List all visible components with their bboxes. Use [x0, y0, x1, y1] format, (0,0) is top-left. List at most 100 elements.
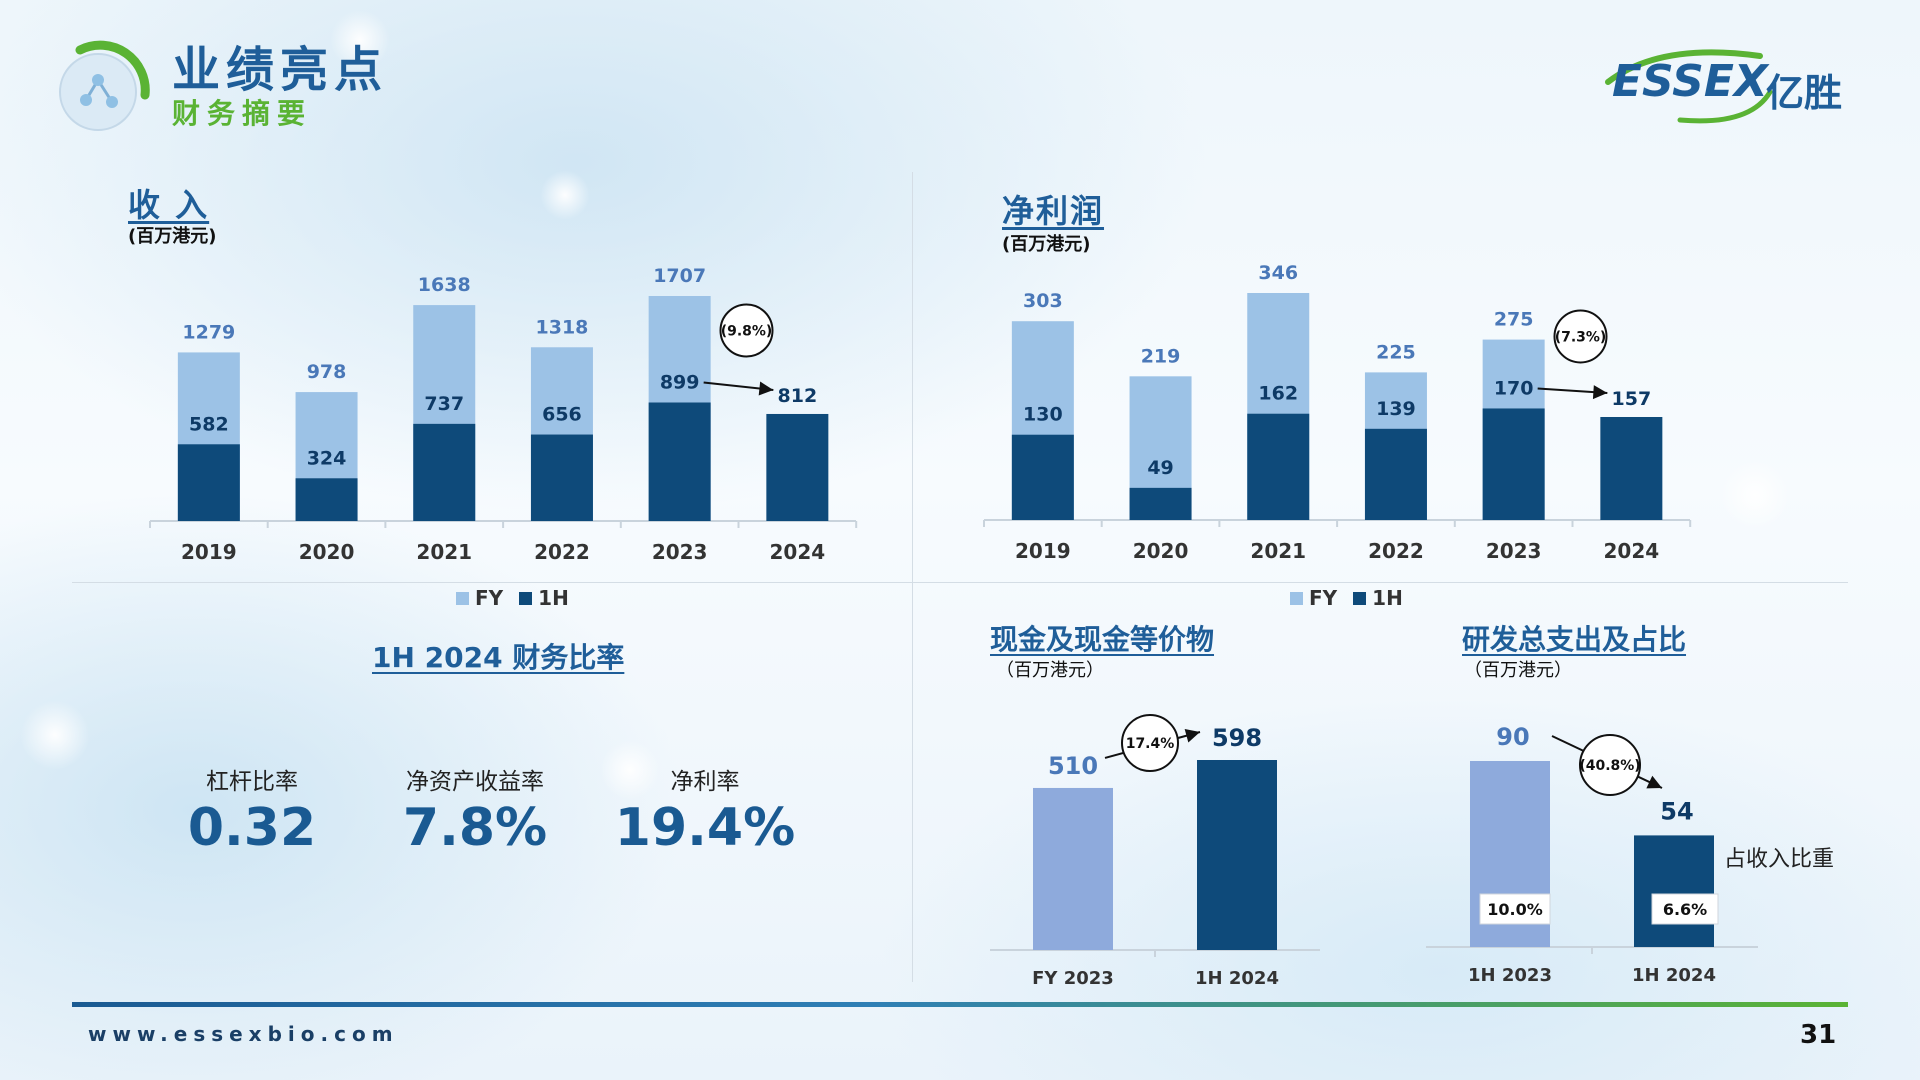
change-label: (9.8%) [721, 324, 773, 340]
legend-1h-label: 1H [538, 586, 569, 610]
bar-1h [1247, 413, 1310, 520]
data-label-1h: 812 [778, 385, 818, 407]
change-arrow-head [1592, 385, 1608, 400]
data-label: 598 [1212, 724, 1262, 752]
ratio-value-leverage: 0.32 [187, 798, 317, 858]
change-arrow-head [1646, 775, 1662, 789]
ratio-label: 6.6% [1663, 900, 1707, 919]
data-label-1h: 157 [1612, 388, 1652, 410]
data-label-1h: 170 [1494, 377, 1534, 399]
data-label-1h: 899 [660, 372, 700, 394]
x-tick-label: 1H 2023 [1468, 965, 1552, 986]
x-tick-label: 1H 2024 [1632, 965, 1716, 986]
change-label-circle [1121, 714, 1179, 772]
data-label-fy: 275 [1494, 309, 1534, 331]
net-profit-legend: FY 1H [1290, 586, 1403, 610]
x-tick-label: 2024 [770, 540, 826, 564]
revenue-legend: FY 1H [456, 586, 569, 610]
bar-1h [177, 444, 240, 521]
bar-1h [1600, 416, 1663, 520]
cash-chart: 510 FY 2023 598 1H 2024 17.4% [990, 714, 1320, 989]
x-tick-label: FY 2023 [1032, 968, 1114, 989]
x-tick-label: 2022 [1368, 539, 1424, 563]
x-tick-label: 2021 [416, 540, 472, 564]
legend-fy-label: FY [1309, 586, 1338, 610]
bar-1h [530, 434, 593, 521]
bar-1h [1129, 487, 1192, 520]
revenue-title: 收 入 [128, 186, 210, 224]
x-tick-label: 2019 [1015, 539, 1071, 563]
bar-1h [766, 413, 829, 521]
data-label-fy: 1638 [418, 274, 471, 296]
data-label-fy: 346 [1258, 262, 1298, 284]
bar [1634, 835, 1714, 947]
revenue-unit: (百万港元) [128, 226, 217, 247]
x-tick-label: 2019 [181, 540, 237, 564]
bar-1h [295, 478, 358, 521]
header-molecule-icon [50, 40, 150, 140]
x-tick-label: 2021 [1250, 539, 1306, 563]
x-tick-label: 2023 [652, 540, 708, 564]
revenue-chart: 1279 582 2019 978 324 2020 1638 737 2021 1318 656 2… [149, 265, 858, 564]
ratio-caption: 占收入比重 [1724, 847, 1834, 872]
ratio-label-roe: 净资产收益率 [406, 769, 544, 795]
middle-divider [72, 582, 1848, 583]
legend-1h-swatch [519, 591, 533, 605]
data-label-1h: 130 [1023, 404, 1063, 426]
data-label-1h: 582 [189, 413, 229, 435]
legend-1h-label: 1H [1372, 586, 1403, 610]
data-label-fy: 225 [1376, 341, 1416, 363]
data-label-1h: 324 [307, 447, 347, 469]
x-tick-label: 2023 [1486, 539, 1542, 563]
bar [1033, 787, 1113, 950]
net-profit-unit: (百万港元) [1002, 234, 1091, 255]
bg-bubble [330, 10, 390, 70]
data-label-1h: 737 [424, 393, 464, 415]
data-label-fy: 219 [1141, 345, 1181, 367]
change-label: (7.3%) [1555, 329, 1607, 345]
x-tick-label: 2020 [299, 540, 355, 564]
legend-fy-label: FY [475, 586, 504, 610]
bar-1h [413, 423, 476, 521]
ratio-label-leverage: 杠杆比率 [206, 769, 298, 795]
x-tick-label: 2024 [1604, 539, 1660, 563]
data-label-fy: 1318 [536, 316, 589, 338]
ratio-value-net-margin: 19.4% [614, 798, 796, 858]
data-label: 510 [1048, 752, 1098, 780]
legend-fy-swatch [1290, 591, 1303, 605]
footer-divider [72, 1002, 1848, 1007]
ratio-value-roe: 7.8% [402, 798, 548, 858]
rnd-title: 研发总支出及占比 [1462, 623, 1687, 656]
footer-url[interactable]: www.essexbio.com [88, 1022, 399, 1046]
bg-bubble [540, 170, 590, 220]
cash-title: 现金及现金等价物 [990, 623, 1215, 656]
bg-bubble [1720, 460, 1790, 530]
x-tick-label: 1H 2024 [1195, 968, 1279, 989]
change-label: (40.8%) [1579, 758, 1640, 774]
cash-unit: （百万港元） [996, 660, 1104, 681]
data-label-1h: 162 [1258, 383, 1298, 405]
rnd-unit: （百万港元） [1464, 660, 1572, 681]
bg-bubble [20, 700, 90, 770]
logo-cn-text: 亿胜 [1766, 71, 1843, 115]
change-label-circle [719, 303, 774, 358]
change-arrow-head [758, 381, 774, 396]
bar-1h [1364, 428, 1427, 520]
bar-1h [648, 402, 711, 521]
data-label: 54 [1660, 797, 1693, 825]
net-profit-chart: 303 130 2019 219 49 2020 346 162 2021 225 139 2022 2… [983, 262, 1692, 563]
bg-bubble [600, 740, 660, 800]
ratio-box [1651, 893, 1719, 925]
data-label-1h: 49 [1147, 457, 1173, 479]
x-tick-label: 2020 [1133, 539, 1189, 563]
change-label: 17.4% [1126, 736, 1175, 752]
data-label-fy: 1707 [653, 265, 706, 287]
legend-1h-swatch [1353, 591, 1367, 605]
ratio-label-net-margin: 净利率 [670, 769, 740, 795]
logo-text: ESSEX [1612, 56, 1768, 107]
legend-fy-swatch [456, 591, 469, 605]
change-label-circle [1553, 309, 1608, 364]
data-label-fy: 1279 [182, 321, 235, 343]
ratio-box [1479, 893, 1551, 925]
page-number: 31 [1800, 1020, 1837, 1050]
